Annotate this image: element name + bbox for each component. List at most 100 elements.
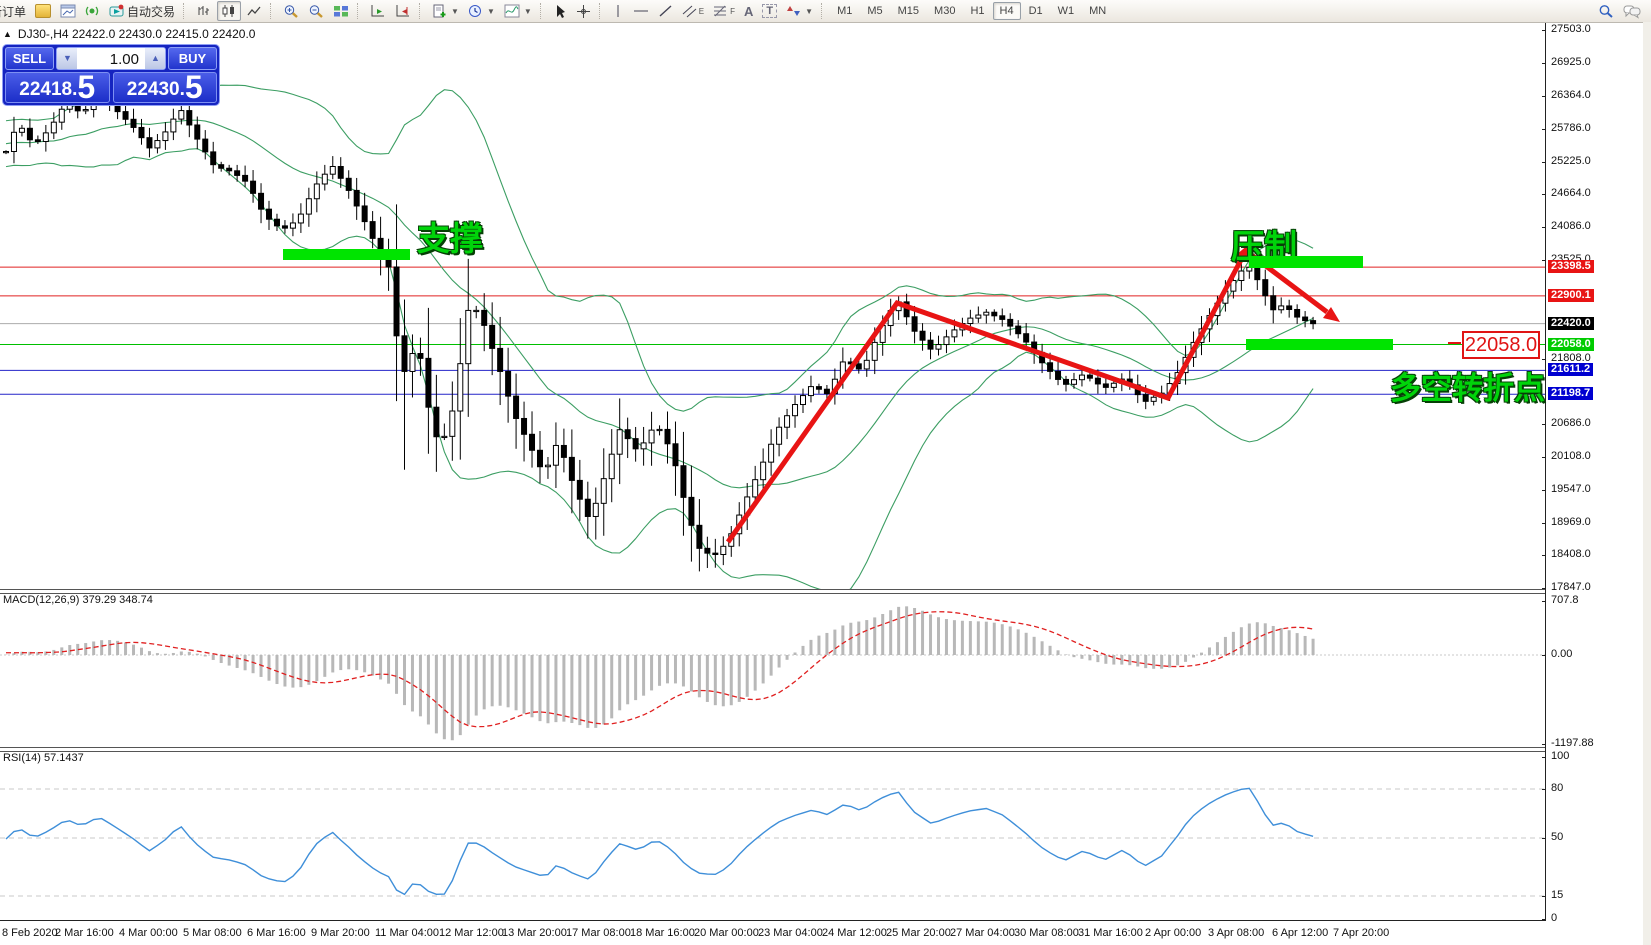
indicators-button[interactable]: ▼ [500,1,536,21]
candlestick-chart[interactable] [0,23,1546,590]
buy-price-main: 22430 [126,79,180,100]
timeframe-mn[interactable]: MN [1089,5,1107,17]
tile-windows-button[interactable] [329,1,353,21]
timeframe-m15[interactable]: M15 [897,5,920,17]
new-template-button[interactable]: ▼ [428,1,463,21]
chart-window-button[interactable] [56,1,80,21]
panel-separator[interactable] [0,747,1546,752]
sell-price-display[interactable]: 22418. 5 [5,71,110,103]
timeframe-w1[interactable]: W1 [1057,5,1075,17]
rsi-indicator-panel[interactable] [0,750,1546,922]
zoom-in-icon [284,4,298,18]
fibonacci-tool-button[interactable]: F [709,1,739,21]
clock-icon [468,5,481,17]
price-axis-label: 17847.0 [1551,580,1591,593]
horizontal-line-icon [633,10,648,12]
volume-decrease-button[interactable]: ▼ [57,48,77,69]
timeframe-h4[interactable]: H4 [992,2,1021,20]
sell-button[interactable]: SELL [5,47,54,70]
search-button[interactable] [1594,1,1618,21]
time-axis-label: 25 Mar 20:00 [886,927,951,939]
price-axis-label: 18408.0 [1551,548,1591,561]
price-axis-label: 24664.0 [1551,187,1591,199]
timeframe-d1[interactable]: D1 [1028,5,1043,17]
text-tool-icon: A [744,3,754,19]
chart-shift-icon [396,5,410,17]
price-axis-label: 0.00 [1551,648,1573,660]
candlestick-chart-button[interactable] [217,1,242,21]
text-tool-button[interactable]: A [740,1,757,21]
sell-price-point: . [72,79,78,100]
axis-tick [1542,161,1546,163]
time-axis-label: 3 Apr 08:00 [1208,927,1265,939]
volume-increase-button[interactable]: ▲ [145,48,165,69]
price-axis[interactable]: 27503.0 26925.0 26364.0 25786.0 25225.0 24664… [1542,0,1646,945]
period-button[interactable]: ▼ [464,1,499,21]
volume-control: ▼ 1.00 ▲ [56,47,166,70]
indicators-icon [504,4,520,18]
arrows-tool-button[interactable]: ▼ [782,1,817,21]
dropdown-caret-icon: ▼ [486,6,495,16]
line-chart-button[interactable] [242,1,266,21]
price-axis-label: 80 [1551,782,1564,794]
zoom-in-button[interactable] [279,1,303,21]
equidistant-channel-icon [682,5,697,17]
price-axis-label: 26925.0 [1551,56,1591,69]
new-order-button[interactable]: 新订单 [0,1,30,21]
key-level-bar [1246,339,1393,350]
chart-shift-button[interactable] [391,1,415,21]
axis-tick [1542,129,1546,131]
trendline-tool-button[interactable] [654,1,677,21]
collapse-triangle-icon[interactable]: ▲ [3,29,12,39]
time-axis[interactable]: 8 Feb 2020 2 Mar 16:00 4 Mar 00:00 5 Mar 08… [0,922,1546,945]
sell-price-main: 22418 [19,79,73,100]
chat-button[interactable] [1619,1,1645,21]
price-axis-label: 707.8 [1551,594,1579,606]
axis-tick [1542,523,1546,524]
toolbar-separator [419,3,424,19]
horizontal-line-tool-button[interactable] [629,1,653,21]
zoom-out-button[interactable] [304,1,328,21]
dropdown-caret-icon: ▼ [523,6,532,16]
chat-bubbles-icon [1623,5,1641,19]
channel-tool-button[interactable]: E [678,1,708,21]
time-axis-label: 27 Mar 04:00 [950,927,1015,939]
axis-tick [1542,757,1546,758]
auto-scroll-button[interactable] [366,1,390,21]
support-annotation: 支撑 [417,220,483,257]
buy-price-display[interactable]: 22430. 5 [112,71,217,103]
price-callout-box[interactable]: 22058.0 [1462,331,1540,359]
toolbar-separator [539,3,545,19]
volume-value[interactable]: 1.00 [77,48,145,69]
buy-button[interactable]: BUY [168,47,217,70]
timeframe-m5[interactable]: M5 [867,5,883,17]
price-axis-label: 21808.0 [1551,352,1591,364]
bar-chart-button[interactable] [192,1,216,21]
panel-separator[interactable] [0,589,1546,594]
connection-button[interactable] [81,1,104,21]
crosshair-tool-button[interactable] [572,1,595,21]
axis-tick [1542,457,1546,459]
buy-price-point: . [179,79,185,100]
time-axis-label: 5 Mar 08:00 [183,927,242,939]
autotrade-button[interactable]: 自动交易 [105,1,179,21]
price-box-button[interactable] [31,1,55,21]
axis-tick [1542,359,1546,360]
time-axis-label: 31 Mar 16:00 [1078,927,1143,939]
axis-tick [1542,896,1546,897]
rsi-label: RSI(14) 57.1437 [3,752,84,764]
label-tool-button[interactable]: T [758,1,781,21]
axis-tick [1542,259,1546,261]
timeframe-m30[interactable]: M30 [934,5,956,17]
timeframe-h1[interactable]: H1 [970,5,985,17]
symbol-ohlc-text: DJ30-,H4 22422.0 22430.0 22415.0 22420.0 [17,27,256,41]
axis-tick [1542,423,1546,425]
cursor-tool-button[interactable] [549,1,571,21]
timeframe-m1[interactable]: M1 [837,5,853,17]
chart-bottom-border [0,920,1546,921]
macd-indicator-panel[interactable] [0,592,1546,748]
trendline-icon [659,5,672,17]
price-box-icon [35,4,52,18]
vertical-line-tool-button[interactable] [608,1,628,21]
